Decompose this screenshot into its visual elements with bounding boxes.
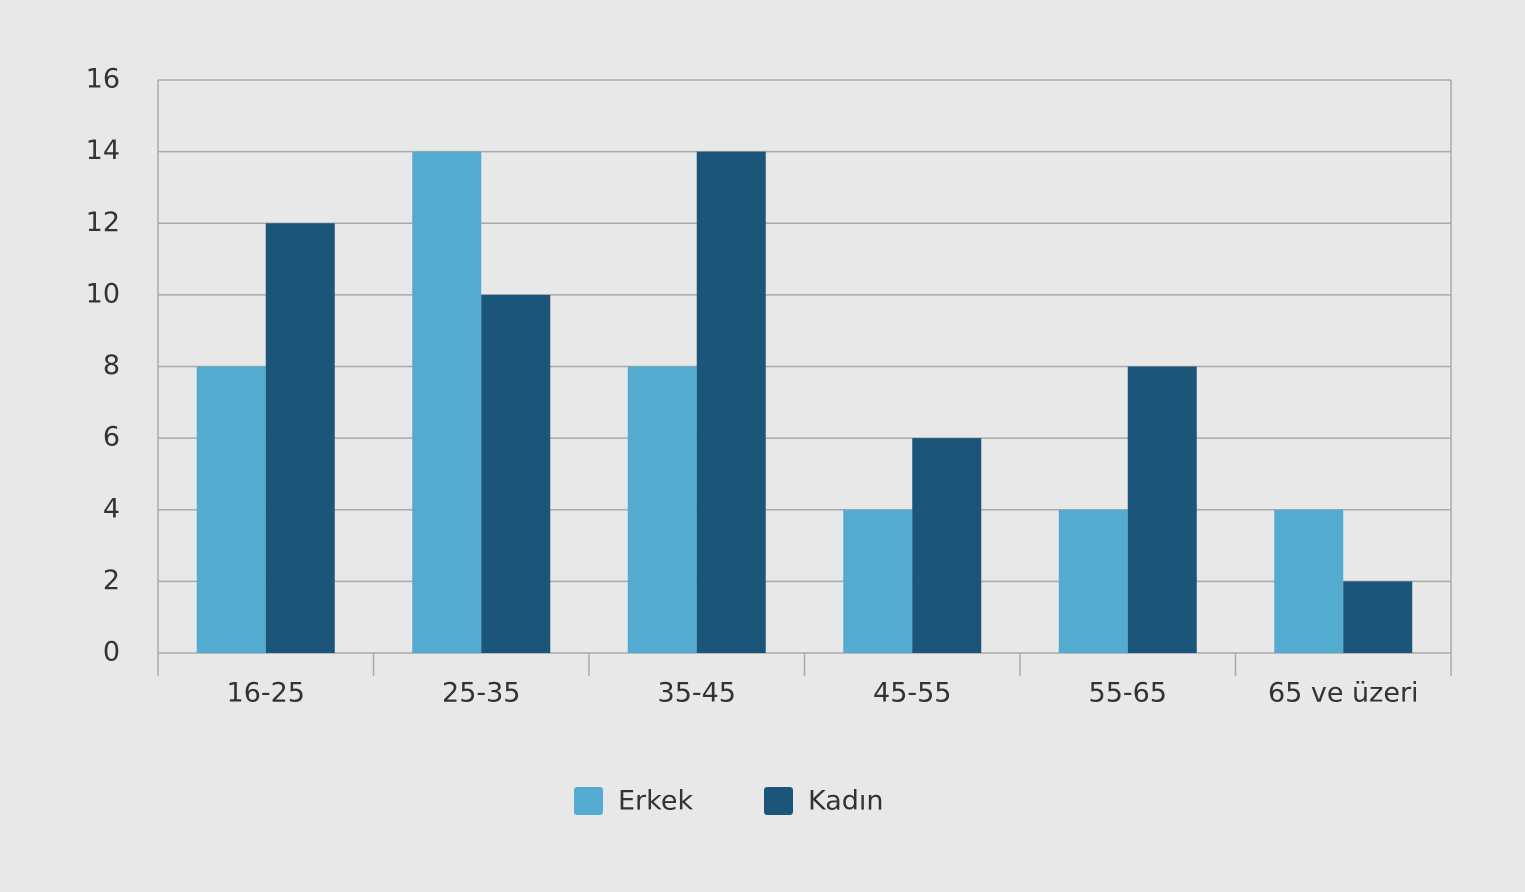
y-tick-label: 2 [103,565,120,596]
bar [196,366,266,653]
x-tick-label: 25-35 [442,678,520,709]
y-tick-label: 14 [86,135,120,166]
bar [412,151,482,653]
x-tick-label: 65 ve üzeri [1268,678,1419,709]
legend-label: Kadın [808,786,884,817]
bar [912,438,982,653]
legend-swatch [764,787,793,815]
bar [265,223,335,653]
legend-label: Erkek [618,786,693,817]
y-tick-label: 8 [103,350,120,381]
y-tick-label: 16 [86,64,120,95]
bar [1343,581,1413,653]
x-tick-label: 55-65 [1089,678,1167,709]
y-tick-label: 12 [86,207,120,238]
y-tick-label: 4 [103,493,120,524]
legend-swatch [574,787,603,815]
x-tick-label: 35-45 [658,678,736,709]
y-tick-label: 10 [86,278,120,309]
bar [627,366,697,653]
bar [1274,509,1344,653]
bar [481,294,551,653]
y-tick-label: 0 [103,637,120,668]
bar [1058,509,1128,653]
x-tick-label: 45-55 [873,678,951,709]
y-tick-label: 6 [103,422,120,453]
bar [1127,366,1197,653]
bar [696,151,766,653]
x-tick-label: 16-25 [227,678,305,709]
bar [843,509,913,653]
